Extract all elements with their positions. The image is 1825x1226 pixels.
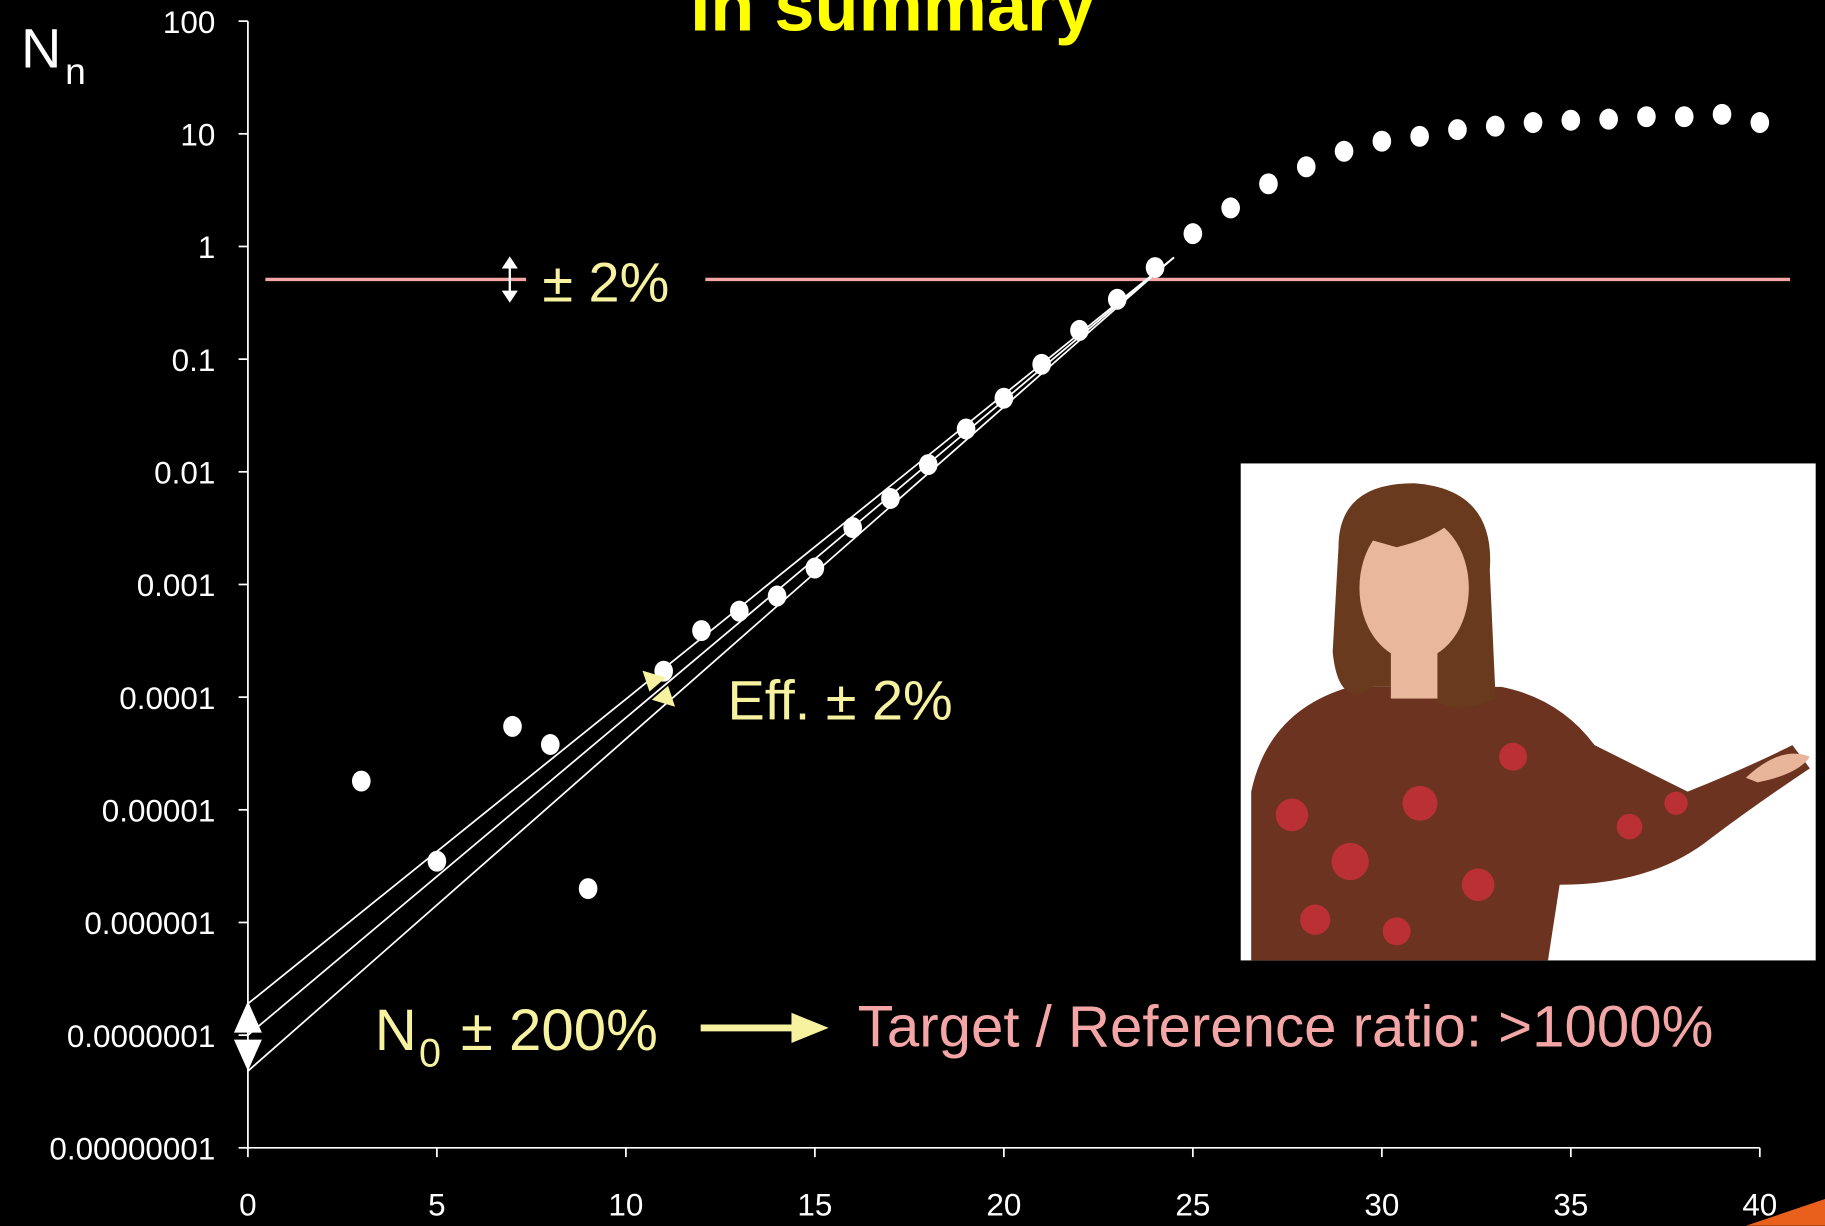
data-point [503,715,522,737]
data-point [1637,106,1656,128]
efficiency-label: Eff. ± 2% [727,668,952,731]
n0-arrows [233,1001,262,1071]
threshold-label: ± 2% [542,251,669,314]
y-tick-label: 1 [198,230,215,265]
y-tick-label: 0.00001 [102,793,216,828]
ratio-label: Target / Reference ratio: >1000% [858,995,1714,1060]
data-point [1674,106,1694,128]
x-tick-label: 5 [428,1187,445,1222]
fit-line [247,256,1175,1036]
label-backdrop [526,250,706,309]
x-tick-label: 0 [239,1187,256,1222]
n0-label: N [375,998,417,1063]
data-point [1599,108,1618,130]
data-point [1410,125,1429,147]
data-point [692,620,711,642]
x-tick-label: 15 [797,1187,832,1222]
data-point [540,734,560,755]
x-tick-label: 25 [1175,1187,1210,1222]
data-point [1448,119,1467,141]
data-point [1485,115,1505,137]
y-tick-label: 0.0000001 [67,1019,215,1054]
y-tick-label: 0.1 [172,343,216,378]
efficiency-arrows [642,670,676,707]
y-tick-label: 0.00000001 [49,1131,215,1166]
data-point [1372,130,1392,152]
data-point [1750,112,1770,133]
data-point [1107,288,1127,310]
data-point [351,770,371,792]
data-point [1145,257,1165,279]
y-tick-label: 10 [180,117,215,152]
slide-title: In summary [690,0,1095,46]
presenter-photo [1240,463,1816,961]
data-point [1221,197,1240,219]
y-axis-label: N [21,17,61,80]
data-point [1334,140,1354,162]
data-point [1712,103,1732,125]
y-tick-label: 100 [163,5,215,40]
x-tick-label: 35 [1553,1187,1588,1222]
data-point [956,418,976,440]
data-point [1296,156,1316,178]
data-point [881,487,900,509]
x-tick-label: 40 [1742,1187,1777,1222]
fit-line [247,256,1175,1072]
data-point [427,850,447,872]
threshold-arrows [501,256,518,303]
n0-range: ± 200% [461,998,658,1063]
pointer-arrow [700,1012,829,1044]
y-tick-label: 0.01 [154,455,215,490]
n0-subscript: 0 [419,1031,441,1075]
x-tick-label: 20 [986,1187,1021,1222]
x-tick-label: 10 [608,1187,643,1222]
y-tick-label: 0.001 [137,568,216,603]
data-point [1183,223,1203,245]
y-axis-label-subscript: n [65,50,86,92]
y-tick-label: 0.0001 [119,681,215,716]
data-point [1523,112,1543,133]
data-point [1259,173,1278,195]
fit-line [247,256,1175,1005]
data-point [578,878,598,900]
data-point [729,600,749,622]
y-tick-label: 0.000001 [84,906,215,941]
x-tick-label: 30 [1364,1187,1399,1222]
data-point [1561,109,1581,131]
